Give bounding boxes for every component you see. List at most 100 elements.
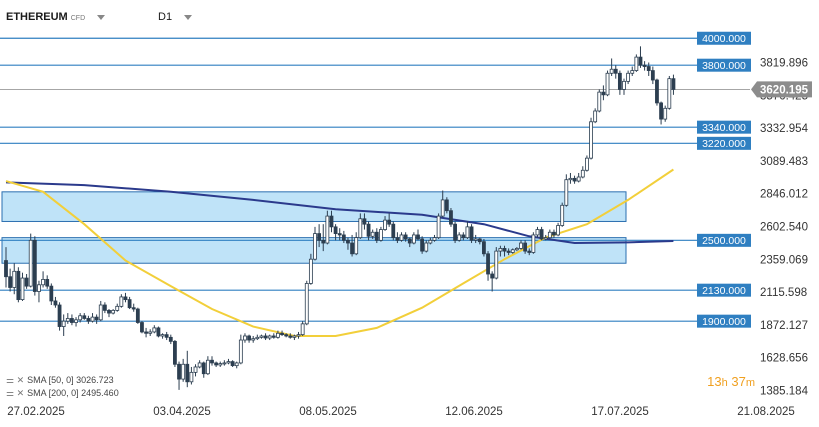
- candle-2025-06-15: [461, 232, 466, 241]
- candle-body: [218, 363, 223, 366]
- timeframe-selector[interactable]: D1: [158, 11, 193, 23]
- candle-body: [576, 176, 581, 182]
- y-tick-label: 1628.656: [760, 353, 808, 365]
- candle-2025-04-15: [210, 356, 214, 366]
- candle-2025-05-29: [391, 221, 396, 241]
- level-label-bg-3340.000: [697, 120, 751, 134]
- x-tick-label: 17.07.2025: [591, 406, 649, 418]
- candle-body: [94, 316, 99, 321]
- candle-body: [123, 296, 128, 301]
- candle-body: [379, 229, 383, 241]
- candle-2025-06-26: [506, 248, 511, 256]
- candle-body: [630, 70, 635, 74]
- candle-2025-05-22: [362, 213, 367, 230]
- candle-2025-07-16: [589, 117, 593, 160]
- candle-body: [453, 223, 457, 241]
- current-price-tag: [751, 81, 812, 98]
- candle-2025-06-27: [510, 248, 515, 254]
- candle-2025-03-03: [32, 236, 37, 296]
- candle-2025-04-01: [152, 325, 157, 334]
- candle-body: [486, 253, 490, 275]
- candle-body: [613, 68, 618, 74]
- candle-body: [374, 231, 379, 241]
- timeframe-label: D1: [158, 11, 173, 23]
- candle-body: [53, 300, 58, 306]
- candle-body: [111, 309, 116, 314]
- candle-body: [280, 332, 284, 336]
- candle-2025-05-27: [383, 216, 387, 231]
- candle-body: [214, 362, 219, 366]
- candle-2025-05-31: [399, 232, 404, 242]
- candle-body: [296, 334, 301, 337]
- candle-body: [659, 102, 663, 120]
- candle-2025-03-01: [24, 274, 29, 289]
- candle-body: [78, 315, 83, 321]
- x-tick-label: 03.04.2025: [153, 406, 211, 418]
- candle-body: [4, 260, 8, 278]
- candle-2025-05-08: [304, 280, 309, 326]
- candle-body: [444, 199, 449, 212]
- candle-body: [12, 270, 17, 288]
- candle-body: [210, 359, 214, 364]
- candle-2025-06-17: [469, 224, 474, 244]
- candle-body: [57, 304, 62, 327]
- candle-2025-03-30: [144, 327, 148, 338]
- y-tick-label: 2115.598: [760, 287, 807, 299]
- candle-body: [601, 91, 606, 96]
- candle-2025-03-14: [78, 313, 83, 323]
- candle-2025-07-02: [531, 232, 536, 254]
- candle-body: [465, 226, 470, 239]
- candle-2025-05-26: [379, 226, 383, 242]
- sma-200-text: SMA [200, 0] 2495.460: [27, 388, 119, 398]
- candle-2025-05-21: [358, 213, 363, 239]
- candle-2025-04-11: [193, 364, 198, 377]
- x-tick-label: 27.02.2025: [7, 406, 65, 418]
- candle-body: [325, 215, 330, 244]
- candle-2025-03-22: [111, 309, 116, 315]
- candle-2025-05-05: [292, 334, 297, 341]
- candle-2025-06-20: [482, 238, 486, 257]
- candle-2025-07-18: [597, 89, 602, 113]
- level-label-bg-2130.000: [697, 283, 751, 297]
- candle-body: [350, 242, 354, 255]
- symbol-name: ETHEREUM: [6, 11, 68, 23]
- settings-icon: ⚌ ✕: [6, 375, 25, 385]
- candle-body: [490, 273, 495, 279]
- candle-2025-04-24: [247, 334, 251, 343]
- candle-2025-07-09: [560, 202, 565, 227]
- candle-2025-05-23: [366, 221, 371, 241]
- candle-body: [16, 270, 21, 301]
- candle-body: [61, 320, 66, 327]
- candle-body: [403, 234, 408, 240]
- y-tick-label: 2846.012: [760, 189, 808, 201]
- current-price-label: 3620.195: [760, 85, 809, 97]
- candle-2025-06-09: [436, 213, 441, 239]
- candle-body: [107, 309, 111, 314]
- sma-50-legend[interactable]: ⚌ ✕ SMA [50, 0] 3026.723: [6, 375, 114, 386]
- candle-body: [20, 277, 25, 301]
- level-label-bg-2500.000: [697, 233, 751, 247]
- candle-body: [502, 248, 507, 252]
- candle-2025-03-23: [115, 303, 120, 312]
- candle-2025-04-22: [238, 334, 243, 365]
- settings-icon: ⚌ ✕: [6, 388, 25, 398]
- symbol-selector[interactable]: ETHEREUM CFD: [6, 11, 106, 23]
- chevron-down-icon: [97, 14, 106, 20]
- candle-body: [354, 237, 359, 255]
- candle-body: [436, 215, 441, 239]
- candle-body: [173, 340, 177, 365]
- candle-2025-02-24: [4, 247, 8, 288]
- candle-body: [337, 233, 342, 236]
- candle-2025-08-02: [659, 101, 663, 125]
- level-label-bg-1900.000: [697, 314, 751, 328]
- candle-body: [407, 238, 412, 244]
- candle-body: [580, 169, 585, 178]
- candle-body: [642, 64, 647, 67]
- candle-body: [366, 223, 371, 237]
- sma-200-legend[interactable]: ⚌ ✕ SMA [200, 0] 2495.460: [6, 388, 119, 399]
- candle-2025-05-25: [374, 228, 379, 244]
- candle-2025-04-10: [189, 366, 194, 385]
- candle-2025-04-29: [267, 334, 272, 341]
- candle-body: [572, 177, 577, 182]
